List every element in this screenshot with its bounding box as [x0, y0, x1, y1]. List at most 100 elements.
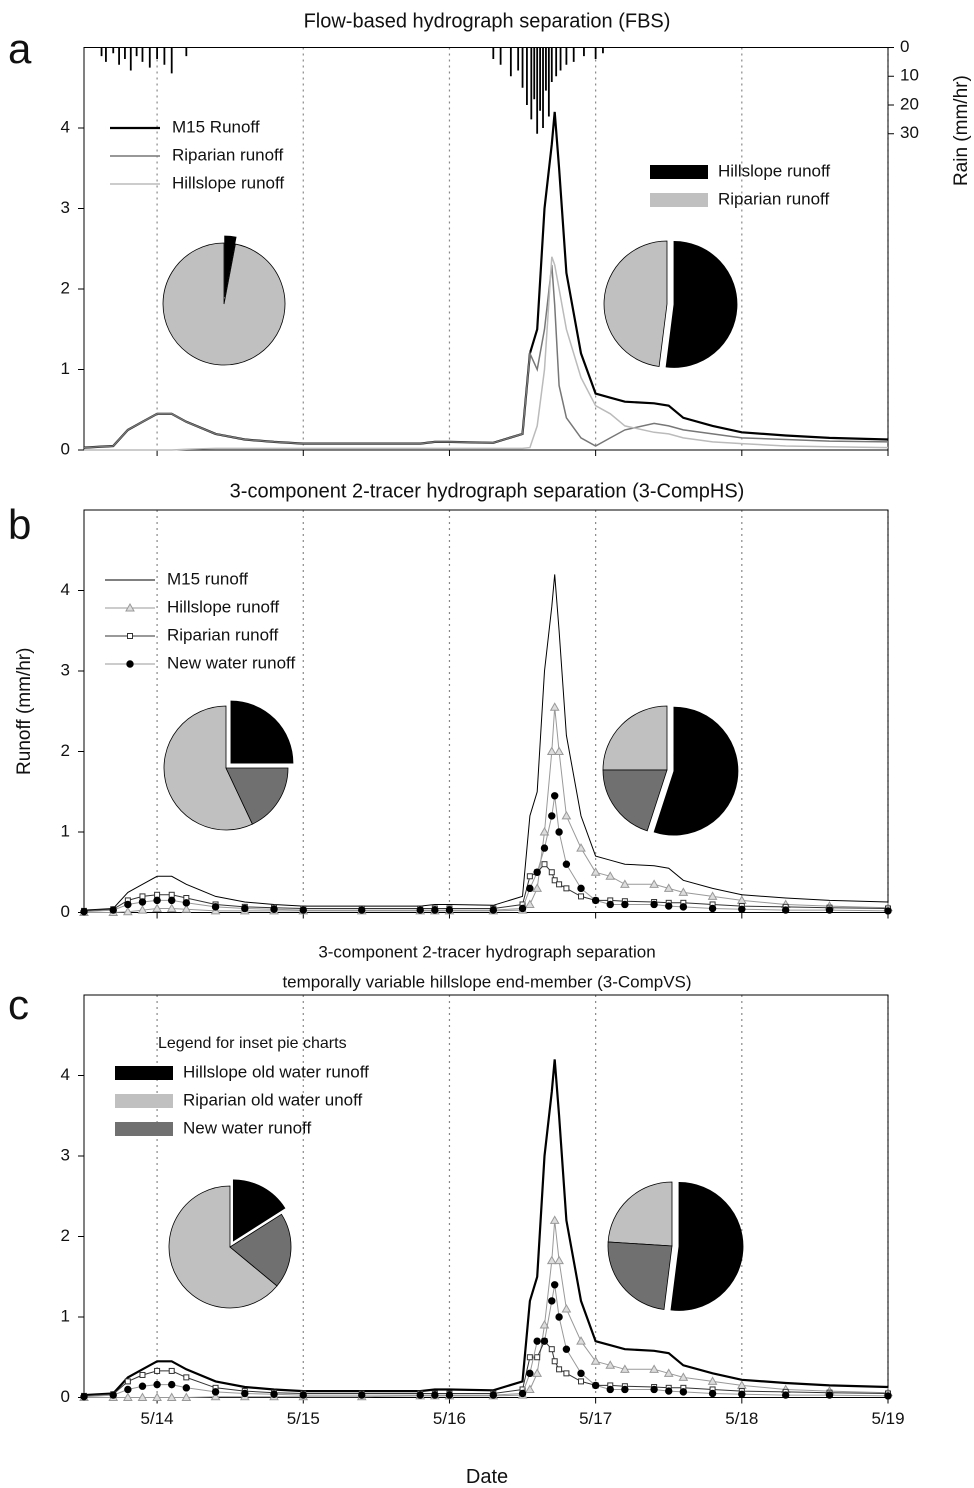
marker — [577, 884, 585, 893]
rain-bar — [594, 47, 597, 59]
marker — [556, 881, 563, 888]
marker — [181, 1392, 192, 1401]
marker — [707, 891, 718, 900]
marker — [621, 900, 629, 909]
rain-bar — [521, 47, 524, 88]
rain-bar — [545, 47, 547, 91]
marker — [679, 1388, 688, 1396]
marker — [152, 903, 162, 912]
rain-bar — [499, 47, 502, 65]
marker — [168, 891, 175, 898]
marker — [555, 828, 563, 836]
y-tick-label: 2 — [61, 741, 70, 760]
marker — [138, 1382, 147, 1390]
marker — [540, 844, 549, 852]
marker — [241, 1389, 249, 1398]
marker — [665, 902, 673, 910]
y-tick-label: 4 — [61, 1065, 70, 1084]
legend-swatch — [115, 1122, 173, 1136]
rain-bar — [129, 47, 132, 71]
marker — [518, 904, 527, 913]
series-line — [83, 863, 889, 912]
marker — [540, 1337, 549, 1345]
y-tick-label: 0 — [61, 1387, 70, 1406]
pie-legend-title: Legend for inset pie charts — [158, 1035, 347, 1052]
marker — [526, 884, 534, 893]
legend-label: New water runoff — [183, 1118, 311, 1137]
panel-label: a — [8, 25, 32, 72]
rain-bar — [526, 47, 528, 105]
legend-label: Hillslope old water runoff — [183, 1062, 369, 1081]
y-tick-label: 1 — [61, 359, 70, 378]
marker — [649, 1364, 659, 1373]
marker — [549, 1215, 560, 1224]
marker — [210, 1391, 221, 1401]
y2-tick-label: 20 — [900, 94, 919, 113]
marker — [137, 1392, 148, 1401]
marker — [650, 900, 658, 909]
marker — [549, 702, 560, 711]
marker — [181, 904, 192, 913]
y-tick-label: 3 — [61, 1145, 70, 1164]
marker — [606, 900, 614, 909]
chart-title: temporally variable hillslope end-member… — [282, 972, 691, 991]
marker — [708, 1389, 717, 1398]
marker — [125, 602, 135, 612]
marker — [166, 903, 177, 912]
marker — [563, 885, 570, 892]
marker — [124, 900, 132, 909]
x-tick-label: 5/19 — [871, 1409, 904, 1428]
legend-swatch — [650, 193, 708, 207]
pie-slice — [602, 769, 668, 832]
marker — [122, 1392, 133, 1401]
rain-bar — [530, 47, 533, 120]
rain-bar — [163, 47, 166, 65]
x-tick-label: 5/18 — [725, 1409, 758, 1428]
marker — [678, 1372, 689, 1381]
marker — [270, 905, 278, 913]
marker — [649, 879, 659, 888]
rain-bar — [148, 47, 151, 68]
marker — [182, 899, 191, 907]
marker — [122, 906, 133, 916]
rain-bar — [539, 47, 541, 111]
marker — [137, 905, 148, 914]
pie-slice — [602, 705, 668, 771]
legend-label: Hillslope runoff — [172, 173, 284, 192]
marker — [241, 904, 249, 913]
marker — [431, 906, 439, 914]
plot-frame — [83, 47, 889, 451]
y-axis-label: Runoff (mm/hr) — [14, 648, 35, 775]
y-tick-label: 4 — [61, 580, 70, 599]
marker — [551, 792, 559, 800]
marker — [211, 903, 220, 911]
marker — [576, 1336, 586, 1345]
marker — [166, 1392, 177, 1401]
marker — [605, 1360, 616, 1369]
marker — [533, 868, 541, 876]
marker — [548, 869, 555, 876]
marker — [524, 1384, 535, 1393]
legend-label: Hillslope runoff — [718, 161, 830, 180]
marker — [182, 1384, 191, 1392]
series-line — [83, 264, 889, 449]
marker — [168, 896, 176, 905]
marker — [168, 1367, 175, 1374]
panel-label: b — [8, 501, 31, 548]
rain-bar — [112, 47, 115, 54]
x-tick-label: 5/17 — [579, 1409, 612, 1428]
marker — [416, 906, 424, 914]
marker — [825, 906, 834, 914]
marker — [80, 907, 88, 916]
marker — [555, 1313, 563, 1321]
rain-bar — [509, 47, 512, 77]
legend-label: M15 Runoff — [172, 117, 260, 136]
pie-slice — [224, 235, 237, 298]
marker — [551, 1281, 559, 1289]
rain-bar — [118, 47, 120, 65]
marker — [270, 1390, 278, 1398]
marker — [577, 1369, 585, 1378]
marker — [445, 1391, 454, 1399]
marker — [679, 903, 688, 911]
marker — [548, 1346, 555, 1353]
